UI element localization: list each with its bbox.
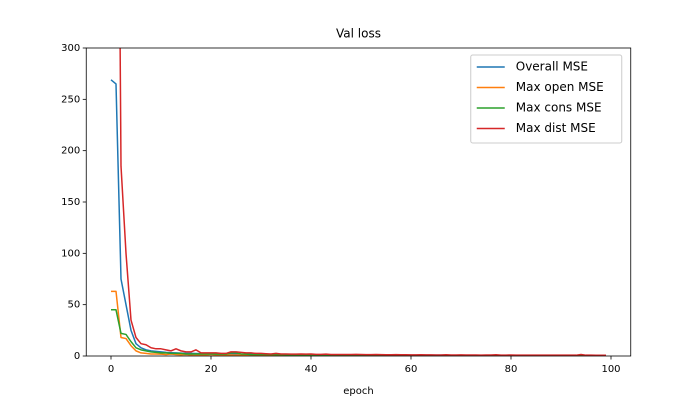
legend-label: Max cons MSE	[516, 101, 602, 115]
x-axis-label: epoch	[343, 386, 373, 397]
x-tick-label: 20	[205, 364, 218, 375]
y-tick-label: 150	[61, 197, 80, 208]
legend-label: Max dist MSE	[516, 121, 596, 135]
legend-box	[470, 54, 623, 144]
y-tick-label: 50	[68, 300, 81, 311]
legend-label: Overall MSE	[516, 60, 588, 74]
x-tick-label: 100	[601, 364, 620, 375]
axes-frame	[85, 47, 632, 357]
y-tick-label: 200	[61, 146, 80, 157]
plot-lines	[110, 48, 606, 356]
y-tick-label: 300	[61, 43, 80, 54]
legend-label: Max open MSE	[516, 80, 604, 94]
series-line	[119, 48, 606, 356]
y-tick-label: 100	[61, 248, 80, 259]
x-tick-label: 0	[108, 364, 114, 375]
x-tick-label: 60	[405, 364, 418, 375]
chart-title: Val loss	[336, 27, 381, 41]
y-tick-label: 250	[61, 94, 80, 105]
x-tick-label: 80	[505, 364, 518, 375]
x-tick-label: 40	[305, 364, 318, 375]
y-tick-label: 0	[74, 351, 80, 362]
